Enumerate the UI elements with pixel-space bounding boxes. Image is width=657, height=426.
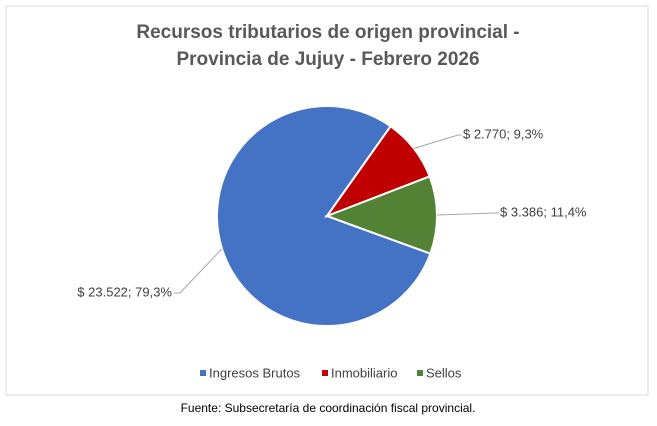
- legend-label: Inmobiliario: [331, 365, 397, 380]
- chart-title: Provincia de Jujuy - Febrero 2026: [176, 49, 479, 70]
- legend-marker: [322, 370, 328, 376]
- chart-title: Recursos tributarios de origen provincia…: [136, 22, 519, 43]
- pie-slice: [216, 105, 432, 327]
- data-label: $ 23.522; 79,3%: [77, 284, 172, 299]
- legend-marker: [200, 370, 206, 376]
- leader-line: [413, 134, 462, 149]
- data-label: $ 3.386; 11,4%: [500, 204, 587, 219]
- leader-line: [174, 248, 223, 294]
- legend-marker: [417, 370, 423, 376]
- legend-label: Sellos: [426, 365, 462, 380]
- data-label: $ 2.770; 9,3%: [463, 126, 544, 141]
- leader-line: [436, 212, 499, 216]
- legend-label: Ingresos Brutos: [209, 365, 301, 380]
- footer: Fuente: Subsecretaría de coordinación fi…: [181, 401, 476, 415]
